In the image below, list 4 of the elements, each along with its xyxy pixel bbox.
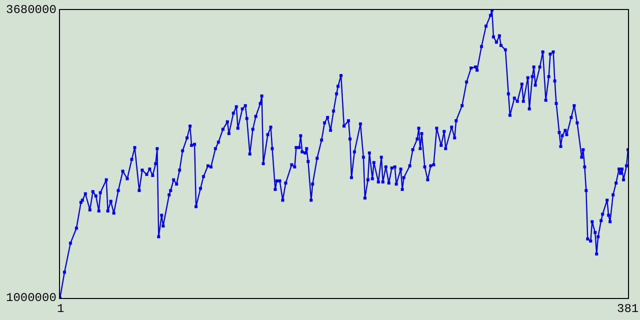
y-tick-label: 1000000 [6, 291, 56, 305]
x-tick-label: 381 [617, 302, 639, 316]
x-tick-label: 1 [57, 302, 64, 316]
y-tick-label: 3680000 [6, 3, 56, 17]
